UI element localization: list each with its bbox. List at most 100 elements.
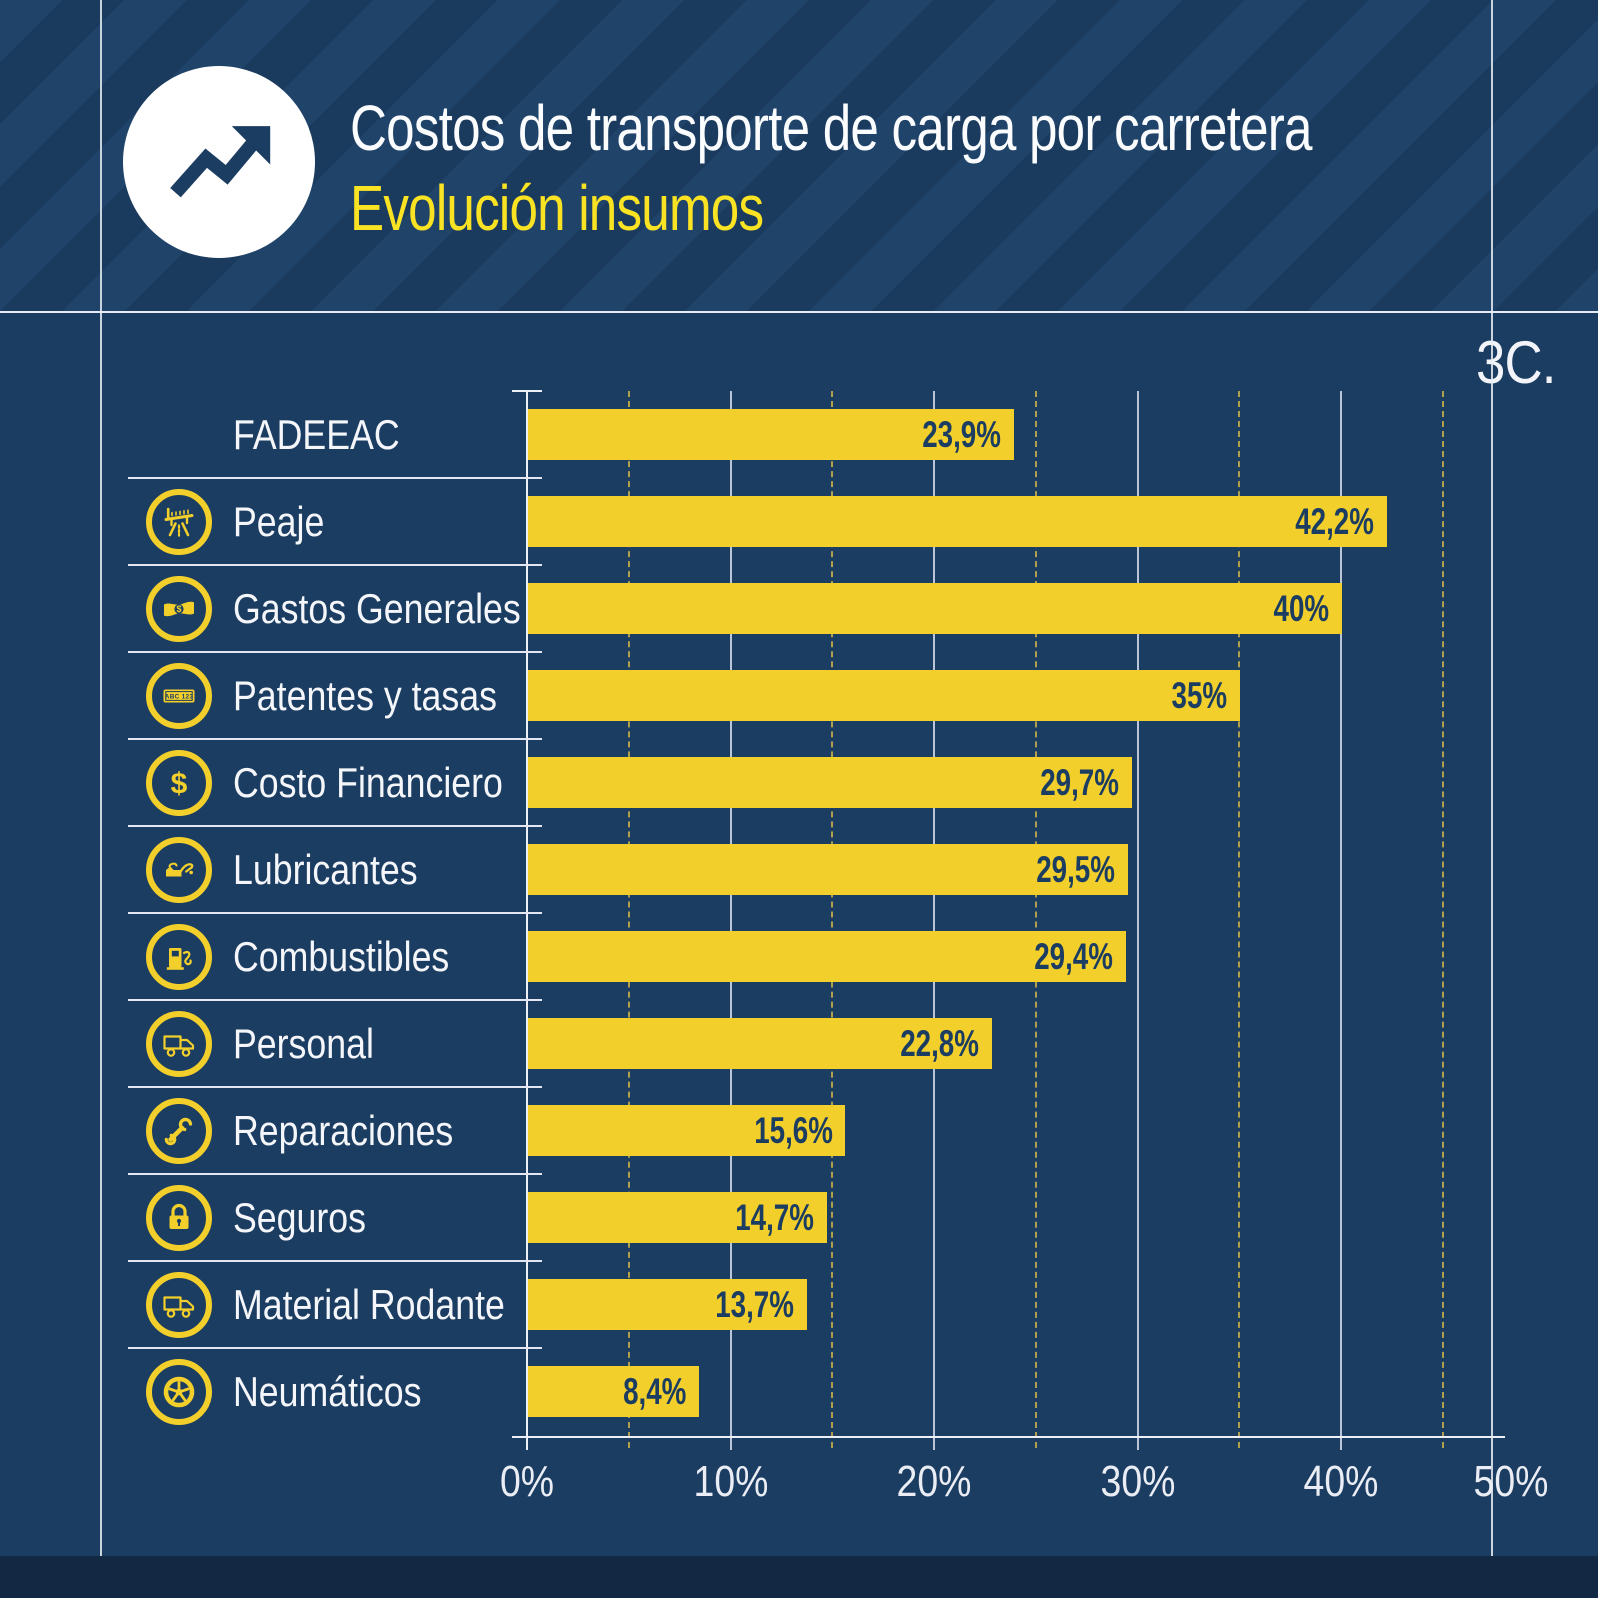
bar-value-text: 40% [1273, 587, 1329, 629]
bar-reparaciones: 15,6% [528, 1105, 846, 1156]
x-axis-baseline [512, 1436, 1505, 1438]
gridline-dashed [1441, 391, 1444, 1448]
bar-value-text: 15,6% [753, 1109, 833, 1151]
money-bill-icon: $ [164, 601, 194, 616]
row-separator-line [128, 912, 542, 914]
category-label: Costo Financiero [233, 758, 503, 806]
bar-value-label: 29,5% [1010, 844, 1116, 895]
dollar-sign-icon: $ [171, 767, 188, 800]
bar-value-text: 29,7% [1040, 761, 1120, 803]
bar-value-label: 13,7% [689, 1279, 794, 1330]
toll-barrier-icon [164, 507, 194, 537]
bar-value-label: 14,7% [709, 1192, 814, 1243]
bar-neum-ticos: 8,4% [528, 1366, 699, 1417]
y-axis-top-tick [512, 390, 542, 392]
bar-costo-financiero: 29,7% [528, 757, 1133, 808]
bar-peaje: 42,2% [528, 496, 1387, 547]
bar-fadeeac: 23,9% [528, 409, 1015, 460]
x-axis-tick-label: 0% [499, 1457, 555, 1506]
page-subtitle: Evolución insumos [350, 172, 764, 244]
gridline-solid [729, 391, 732, 1450]
category-label: Neumáticos [233, 1367, 422, 1415]
truck-icon [163, 1034, 195, 1057]
svg-text:$: $ [176, 604, 181, 614]
bar-value-text: 14,7% [735, 1196, 815, 1238]
category-label: Combustibles [233, 932, 450, 980]
category-label: Material Rodante [233, 1280, 505, 1328]
x-axis-tick-label: 40% [1303, 1457, 1379, 1506]
gridline-dashed [627, 391, 630, 1448]
bar-patentes-y-tasas: 35% [528, 670, 1241, 721]
bar-combustibles: 29,4% [528, 931, 1127, 982]
trend-up-icon [123, 66, 315, 258]
page-title: Costos de transporte de carga por carret… [350, 92, 1312, 164]
y-axis-line [526, 391, 528, 1450]
gridline-dashed [831, 391, 834, 1448]
header-banner: Costos de transporte de carga por carret… [0, 0, 1598, 311]
trend-up-arrow [170, 126, 271, 198]
gridline-solid [1136, 391, 1139, 1450]
row-separator-line [128, 1260, 542, 1262]
row-separator-line [128, 651, 542, 653]
category-label: FADEEAC [233, 410, 400, 458]
truck-icon-circle [146, 1010, 212, 1077]
row-separator-line [128, 1086, 542, 1088]
bar-value-label: 42,2% [1269, 496, 1374, 547]
category-label: Personal [233, 1019, 374, 1067]
bar-value-label: 22,8% [874, 1018, 979, 1069]
figure-number-label: 3C. [1476, 329, 1556, 396]
x-axis-tick-label: 20% [896, 1457, 972, 1506]
bar-material-rodante: 13,7% [528, 1279, 807, 1330]
money-bill-icon-circle: $ [146, 575, 212, 642]
bar-value-text: 8,4% [622, 1370, 686, 1412]
category-label: Peaje [233, 497, 325, 545]
svg-text:ABC 123: ABC 123 [165, 693, 194, 700]
category-label: Patentes y tasas [233, 671, 497, 719]
license-plate-icon: ABC 123 [163, 689, 195, 702]
bar-lubricantes: 29,5% [528, 844, 1129, 895]
license-plate-icon-circle: ABC 123 [146, 662, 212, 729]
bar-value-label: 8,4% [602, 1366, 686, 1417]
padlock-icon [169, 1203, 189, 1229]
fuel-pump-icon-circle [146, 923, 212, 990]
truck-icon-circle [146, 1271, 212, 1338]
row-separator-line [128, 825, 542, 827]
bar-value-text: 23,9% [922, 413, 1002, 455]
bar-value-label: 29,4% [1008, 931, 1114, 982]
bar-value-text: 13,7% [715, 1283, 794, 1325]
toll-barrier-icon-circle [146, 488, 212, 555]
category-label: Gastos Generales [233, 584, 521, 632]
gridline-dashed [1238, 391, 1241, 1448]
left-border-line [100, 0, 102, 1588]
header-divider-line [0, 311, 1598, 313]
bar-value-label: 35% [1153, 670, 1228, 721]
bar-value-label: 23,9% [896, 409, 1002, 460]
bar-gastos-generales: 40% [528, 583, 1342, 634]
row-separator-line [128, 999, 542, 1001]
tire-icon-circle [146, 1358, 212, 1425]
oil-can-icon-circle [146, 836, 212, 903]
bar-value-label: 40% [1255, 583, 1329, 634]
row-separator-line [128, 738, 542, 740]
bar-value-text: 29,5% [1036, 848, 1116, 890]
x-axis-tick-label: 50% [1473, 1457, 1549, 1506]
bar-value-label: 29,7% [1014, 757, 1120, 808]
bar-seguros: 14,7% [528, 1192, 828, 1243]
right-border-line [1491, 0, 1493, 1588]
category-label: Reparaciones [233, 1106, 454, 1154]
bar-value-text: 42,2% [1295, 500, 1374, 542]
footer-band [0, 1556, 1598, 1598]
row-separator-line [128, 1347, 542, 1349]
bar-personal: 22,8% [528, 1018, 992, 1069]
gridline-solid [1340, 391, 1342, 1450]
wrench-icon [164, 1117, 193, 1145]
bar-value-text: 22,8% [900, 1022, 979, 1064]
tire-icon [163, 1376, 195, 1407]
bar-value-label: 15,6% [728, 1105, 833, 1156]
x-axis-tick-label: 30% [1100, 1457, 1175, 1506]
dollar-sign-icon-circle: $ [146, 749, 212, 816]
gridline-solid [933, 391, 935, 1450]
x-axis-tick-label: 10% [693, 1457, 768, 1506]
row-separator-line [128, 564, 542, 566]
